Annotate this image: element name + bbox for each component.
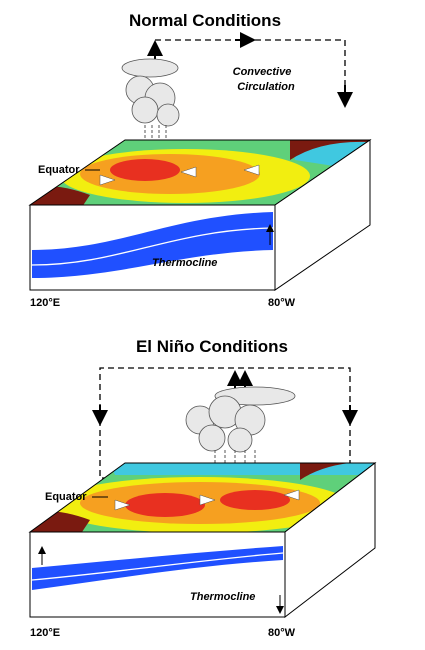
wind-arrow: [199, 494, 216, 506]
circulation-label: Convective: [233, 66, 292, 78]
wind-arrow: [180, 166, 197, 178]
temperature-contours: [30, 140, 370, 205]
cloud-part: [198, 424, 226, 452]
circulation-label: Circulation: [237, 81, 295, 93]
cloud-part: [131, 96, 159, 124]
panel-title: El Niño Conditions: [136, 337, 288, 356]
longitude-label: 120°E: [30, 297, 60, 309]
contour-red: [220, 490, 290, 510]
cloud: [121, 58, 180, 127]
land: [290, 140, 370, 160]
cloud-part: [156, 103, 180, 127]
rain: [214, 450, 256, 472]
panel-title: Normal Conditions: [129, 11, 281, 30]
longitude-label: 80°W: [268, 297, 296, 309]
wind-arrow: [283, 489, 300, 501]
wind-arrow: [243, 164, 260, 176]
wind-arrow: [114, 499, 131, 511]
longitude-label: 80°W: [268, 627, 296, 639]
cloud: [185, 386, 296, 453]
wind-arrow: [99, 174, 116, 186]
thermocline-label: Thermocline: [152, 257, 217, 269]
thermocline-line: [31, 227, 274, 266]
warm-layer: [32, 546, 283, 590]
contour-red: [125, 493, 205, 517]
equator-label: Equator: [45, 491, 87, 503]
rain: [144, 125, 167, 152]
warm-layer: [32, 212, 273, 278]
thermocline-line: [31, 552, 284, 581]
contour-red: [110, 159, 180, 181]
cloud-part: [227, 427, 253, 453]
wind-arrows: [99, 164, 260, 186]
wind-arrows: [114, 489, 300, 511]
longitude-label: 120°E: [30, 627, 60, 639]
equator-label: Equator: [38, 164, 80, 176]
cloud-part: [121, 58, 179, 78]
thermocline-label: Thermocline: [190, 591, 255, 603]
cool-water: [110, 463, 375, 475]
